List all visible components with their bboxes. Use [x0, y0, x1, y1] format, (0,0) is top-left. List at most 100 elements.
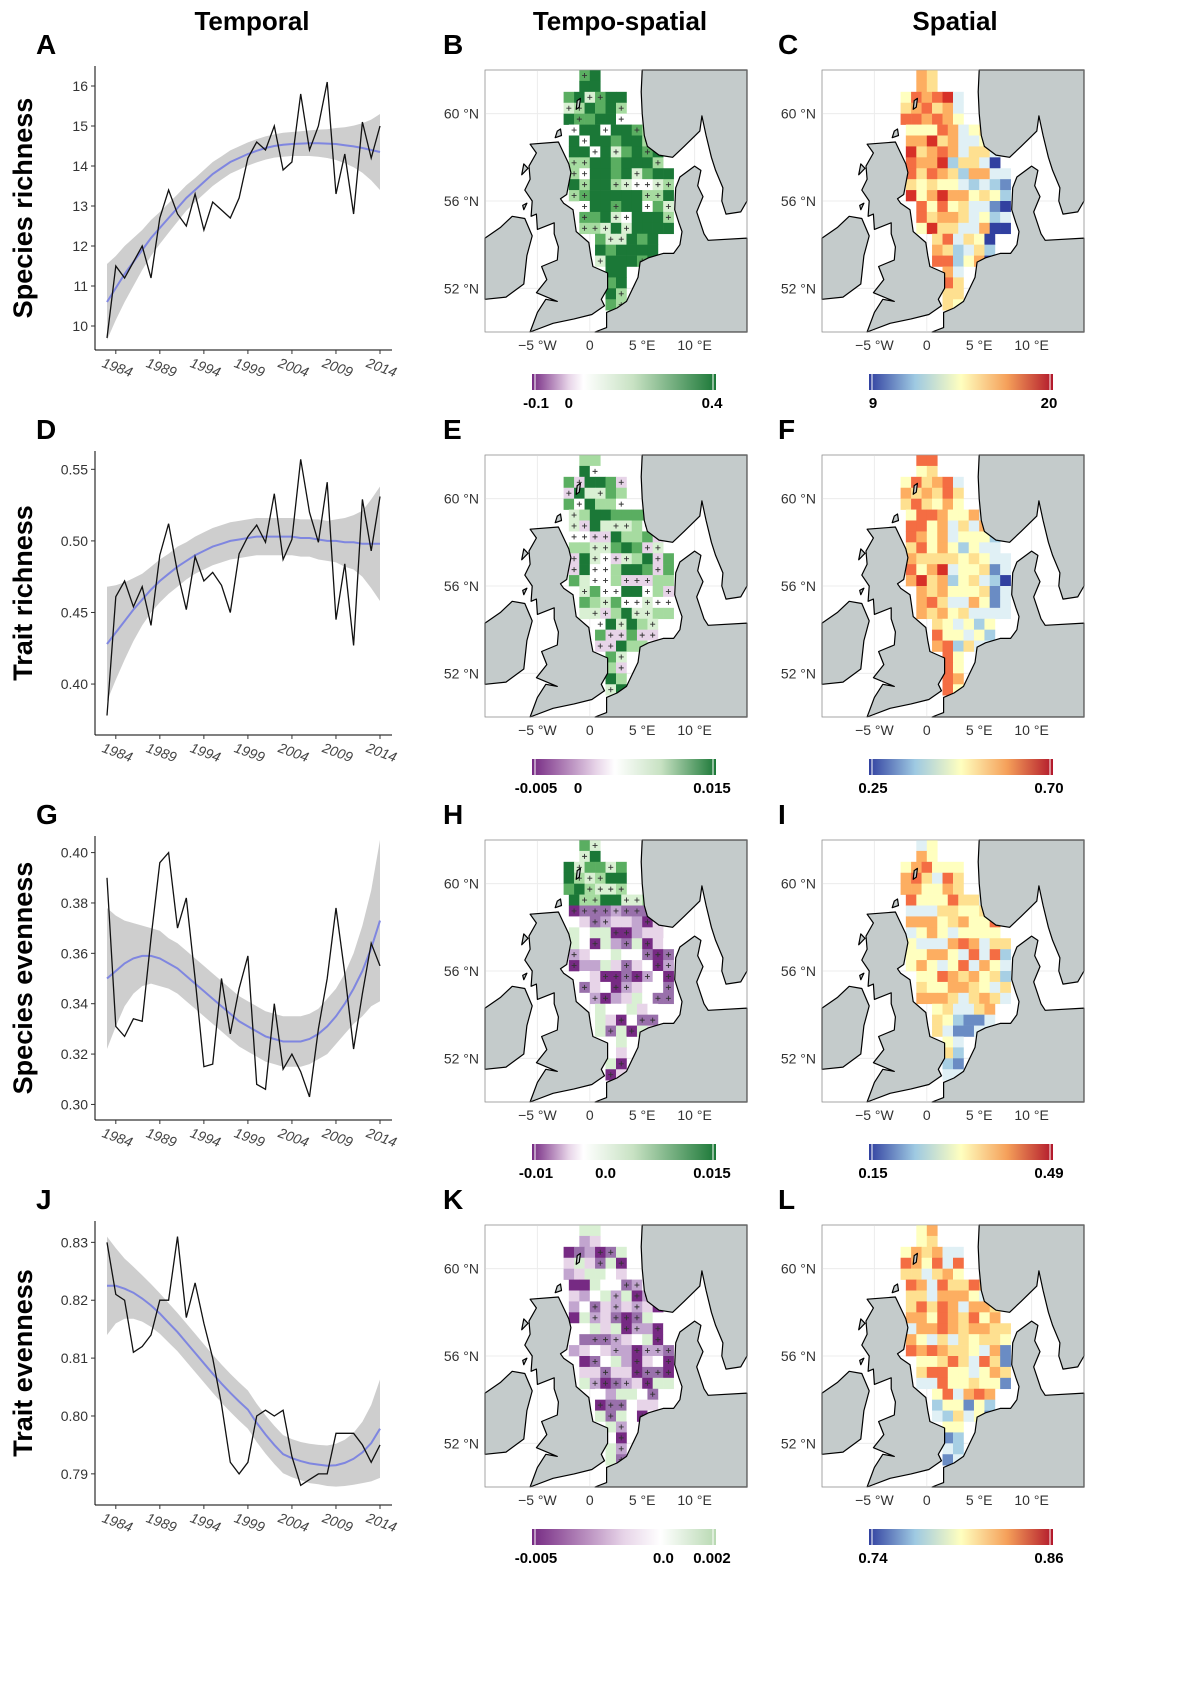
land — [859, 587, 865, 596]
map-cell — [916, 971, 928, 983]
map-cell — [605, 673, 617, 685]
significance-mark — [613, 214, 619, 220]
map-x-tick-label: 10 °E — [1014, 1492, 1048, 1508]
map-cell — [979, 1323, 990, 1335]
colorbar-gradient — [869, 374, 1053, 390]
map-cell — [568, 1323, 580, 1335]
y-tick-label: 0.81 — [61, 1350, 88, 1366]
map-cell — [947, 575, 959, 587]
map-x-tick-label: 10 °E — [677, 1492, 711, 1508]
map-cell — [979, 531, 990, 543]
map-cell — [600, 894, 612, 906]
map-cell — [968, 146, 980, 158]
significance-mark — [618, 1446, 624, 1452]
panel-letter: I — [778, 799, 786, 830]
map-cell — [610, 992, 622, 1005]
map-cell — [968, 596, 980, 609]
map-cell — [958, 190, 970, 202]
significance-mark — [650, 621, 656, 627]
map-cell — [953, 277, 964, 289]
map-cell — [968, 190, 980, 202]
x-tick-label: 1984 — [100, 1509, 135, 1535]
map-cell — [631, 211, 643, 224]
map-cell — [589, 949, 601, 961]
map-cell — [600, 1323, 612, 1335]
map-y-tick-label: 56 °N — [444, 578, 479, 594]
map-cell — [947, 1312, 959, 1324]
map-cell — [568, 1334, 580, 1346]
map-cell — [953, 1025, 964, 1037]
map-cell — [605, 487, 617, 499]
map-cell — [584, 861, 596, 874]
map-cell — [605, 1047, 617, 1059]
map-cell — [979, 564, 990, 576]
map-cell — [953, 673, 964, 685]
map-cell — [942, 861, 954, 874]
map-cell — [926, 520, 938, 532]
line-chart: 10 11 12 13 14 15 16 1984 1989 1994 1999 2004 2009 20… — [72, 66, 399, 380]
x-tick-label: 2014 — [363, 1509, 399, 1535]
map-cell — [916, 509, 928, 521]
map-cell — [916, 1290, 928, 1302]
map-cell — [937, 905, 949, 917]
map-cell — [600, 927, 612, 939]
map-cell — [958, 1334, 970, 1346]
map-cell — [642, 981, 653, 994]
map-cell — [989, 190, 1001, 202]
significance-mark — [618, 1402, 624, 1408]
map-cell — [1000, 586, 1011, 598]
map-x-tick-label: 0 — [923, 337, 931, 353]
map-cell — [947, 157, 959, 169]
significance-mark — [634, 171, 640, 177]
map-cell — [937, 168, 949, 180]
map-cell — [921, 476, 933, 489]
land — [554, 513, 563, 524]
significance-mark — [571, 534, 577, 540]
map-cell — [968, 992, 980, 1005]
map-cell — [621, 1366, 633, 1379]
map-cell — [584, 1257, 596, 1269]
map-cell — [926, 949, 938, 961]
map-x-tick-label: 5 °E — [629, 1492, 656, 1508]
map-cell — [984, 1014, 996, 1026]
map-cell — [947, 179, 959, 191]
map-cell — [984, 629, 996, 641]
colorbar: 0.25 0.70 — [858, 759, 1064, 797]
map-y-tick-label: 52 °N — [781, 280, 816, 296]
map-cell — [631, 949, 643, 961]
map-cell — [605, 91, 617, 104]
map-y-tick-label: 56 °N — [781, 963, 816, 979]
map-cell — [989, 157, 1001, 169]
map-cell — [584, 113, 596, 125]
map-cell — [989, 971, 1001, 983]
map-cell — [631, 938, 643, 950]
significance-mark — [650, 632, 656, 638]
significance-mark — [644, 610, 650, 616]
map-cell — [616, 1025, 627, 1037]
map-cell — [621, 1334, 633, 1346]
map-cell — [958, 916, 970, 928]
map-cell — [589, 157, 601, 169]
map-cell — [958, 960, 970, 972]
map-cells — [563, 1225, 674, 1466]
map-cell — [916, 201, 928, 213]
map-cell — [921, 498, 933, 510]
map-cell — [652, 575, 664, 587]
map-cell — [942, 1047, 954, 1059]
map-cell — [963, 618, 975, 630]
map-cell — [1000, 179, 1011, 191]
map-cell — [905, 146, 917, 158]
significance-mark — [587, 886, 593, 892]
significance-mark — [644, 578, 650, 584]
colorbar-label: 9 — [869, 395, 877, 412]
significance-mark — [592, 1315, 598, 1321]
map-cell — [905, 124, 917, 136]
significance-mark — [592, 1337, 598, 1343]
map-cell — [568, 916, 580, 928]
map-cell — [574, 1246, 585, 1259]
map-cell — [900, 1268, 912, 1280]
land — [484, 600, 533, 685]
significance-mark — [618, 621, 624, 627]
map-cell — [968, 222, 980, 235]
map-cell — [589, 1279, 601, 1291]
